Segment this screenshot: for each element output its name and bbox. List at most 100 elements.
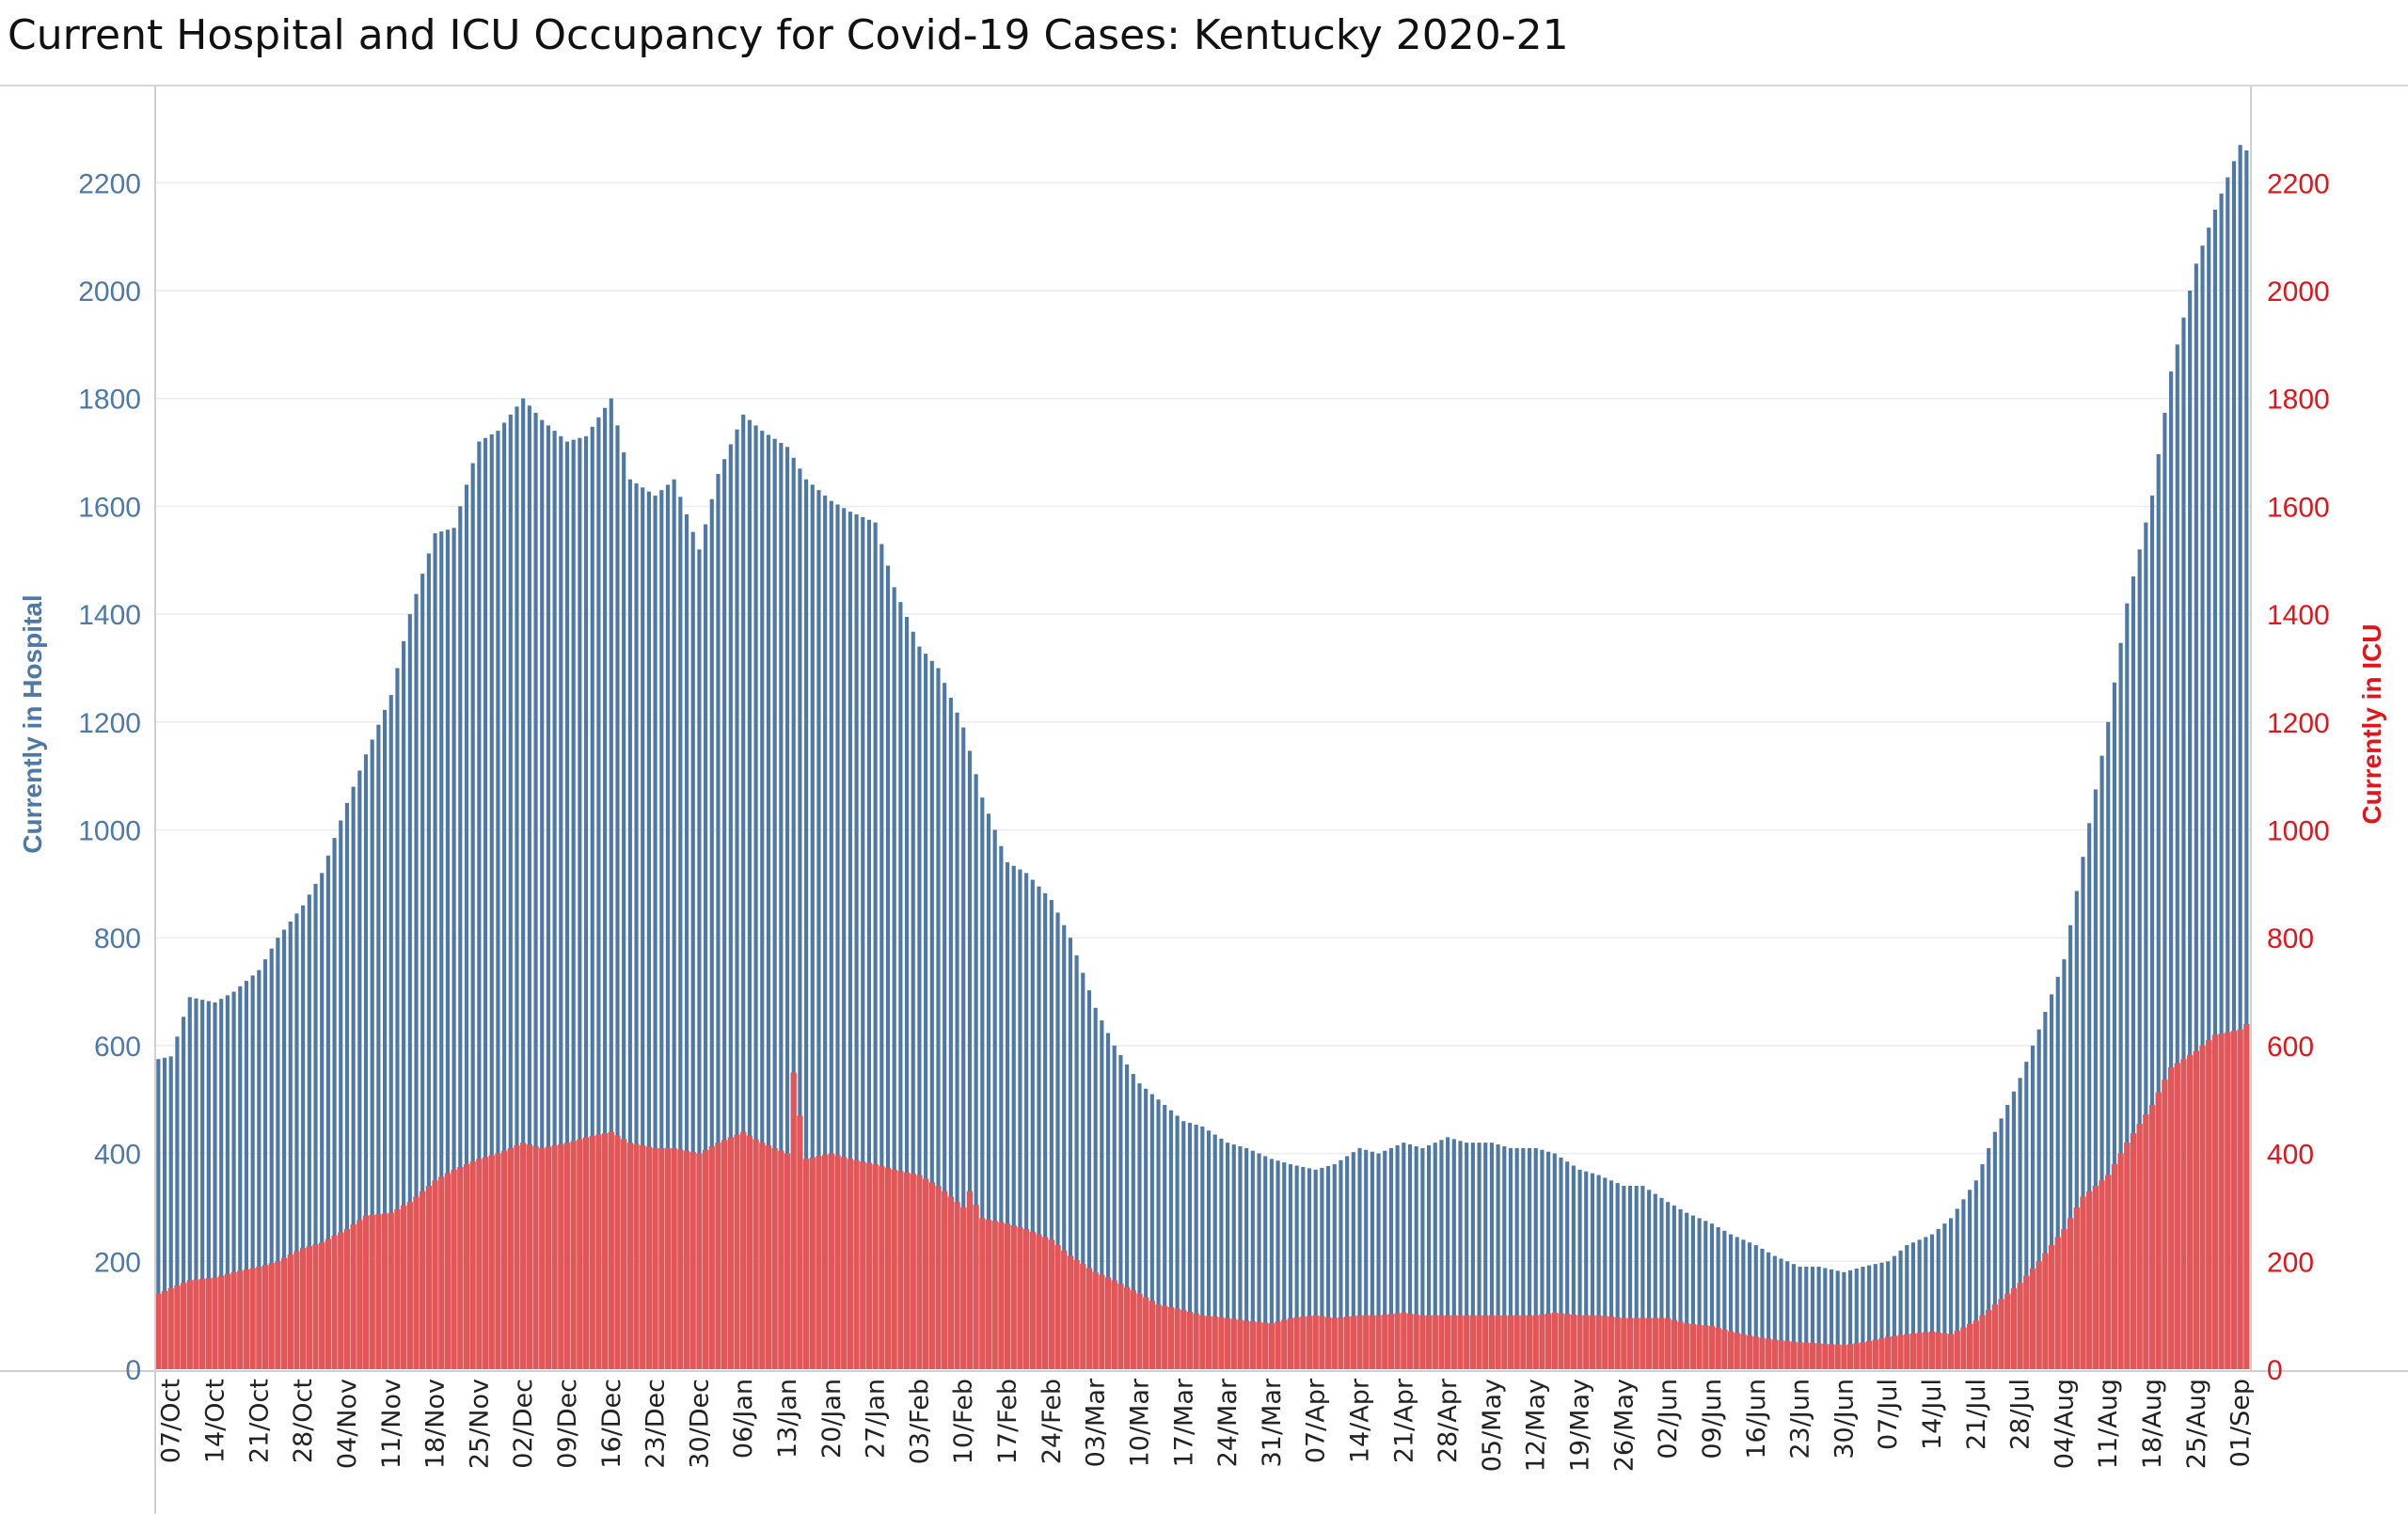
x-tick-label: 21/Jul [1962,1379,1991,1450]
hospital-bar [709,498,714,1369]
hospital-bar [1666,1202,1671,1369]
hospital-bar [1446,1137,1450,1369]
icu-bar [1671,1319,1677,1369]
gridlines [155,181,2251,1263]
icu-bar [1425,1315,1433,1369]
hospital-bar [753,425,758,1370]
icu-bar [2218,1033,2225,1369]
icu-bar [2174,1063,2180,1369]
icu-bar [778,1150,784,1369]
hospital-bar [2131,576,2136,1369]
x-tick-label: 27/Jan [862,1379,891,1459]
icu-bar [2187,1054,2194,1369]
hospital-bar [810,484,815,1369]
hospital-bar [728,444,733,1369]
hospital-bar [2231,161,2237,1370]
icu-bar [1652,1317,1658,1369]
x-tick-label: 09/Jun [1698,1379,1727,1459]
hospital-bar [1313,1169,1318,1369]
hospital-bar [458,506,463,1369]
hospital-bar [967,750,973,1369]
icu-bar [828,1153,834,1369]
hospital-bar [1829,1269,1834,1369]
icu-bar [2136,1124,2143,1369]
icu-bar [425,1186,433,1369]
icu-bar [287,1254,293,1369]
hospital-bar [238,986,243,1369]
icu-bar [1167,1307,1175,1369]
hospital-bar [1175,1115,1180,1369]
hospital-bar [722,459,727,1370]
hospital-bar [527,405,531,1370]
icu-bar [256,1267,262,1369]
x-tick-label: 10/Feb [949,1379,978,1464]
icu-bar [1539,1314,1545,1369]
icu-bar [1708,1326,1716,1369]
hospital-bar [2212,209,2217,1370]
hospital-bar [1766,1252,1771,1369]
icu-bar [205,1278,212,1369]
icu-bar [551,1145,558,1369]
hospital-bar [508,414,513,1369]
icu-bar [1595,1315,1602,1369]
hospital-bar [1690,1215,1695,1369]
icu-bar [532,1145,539,1369]
icu-bar [2225,1032,2231,1369]
hospital-bar [276,938,280,1369]
icu-bar [790,1072,797,1369]
hospital-bar [659,490,664,1369]
hospital-bar [1301,1166,1306,1369]
hospital-bar [1062,924,1067,1369]
icu-bar [903,1172,911,1369]
icu-bar [1916,1333,1923,1369]
icu-bar [2124,1143,2131,1369]
hospital-bar [1917,1239,1922,1369]
icu-bar [1029,1231,1036,1369]
icu-bar [1822,1343,1829,1369]
hospital-bar [1037,886,1041,1369]
hospital-bar [2144,522,2148,1369]
hospital-bar [1577,1169,1582,1369]
x-tick-label: 14/Jul [1918,1379,1947,1450]
hospital-bar [1892,1255,1896,1369]
icu-bar [1268,1323,1275,1369]
icu-bar [1275,1321,1281,1369]
hospital-bar [747,419,752,1369]
hospital-bar [590,426,594,1369]
icu-bar [740,1131,747,1369]
hospital-bar [1722,1230,1727,1369]
icu-bar [746,1135,753,1369]
hospital-bar [2181,317,2186,1369]
icu-bar [1123,1286,1131,1369]
hospital-bar [1873,1264,1877,1369]
hospital-bar [225,995,230,1369]
hospital-bar [1804,1267,1809,1369]
x-tick-label: 31/Mar [1258,1378,1287,1467]
icu-bar [2237,1029,2243,1369]
icu-bar [1778,1340,1784,1369]
hospital-bar [1187,1123,1193,1369]
icu-bar [1520,1315,1527,1369]
hospital-bar [219,999,224,1369]
hospital-bar [370,739,374,1369]
hospital-bar [1407,1144,1413,1369]
icu-bar [1363,1315,1370,1369]
hospital-bar [741,414,746,1369]
x-tick-label: 18/Aug [2138,1379,2167,1469]
hospital-bar [704,524,708,1369]
icu-bar [985,1219,992,1369]
icu-bar [897,1171,904,1369]
x-tick-label: 14/Oct [201,1379,230,1463]
icu-bar [1004,1223,1011,1369]
icu-bar [394,1208,401,1369]
x-tick-label: 23/Dec [642,1379,671,1469]
hospital-bar [1709,1223,1715,1369]
icu-bar [500,1150,508,1369]
x-tick-label: 04/Aug [2050,1379,2079,1469]
hospital-bar [1905,1245,1909,1369]
y-tick-label-right: 800 [2267,923,2314,954]
icu-bar [734,1134,740,1369]
icu-bar [1608,1317,1615,1369]
hospital-bar [483,437,488,1369]
icu-bar [1640,1317,1646,1369]
